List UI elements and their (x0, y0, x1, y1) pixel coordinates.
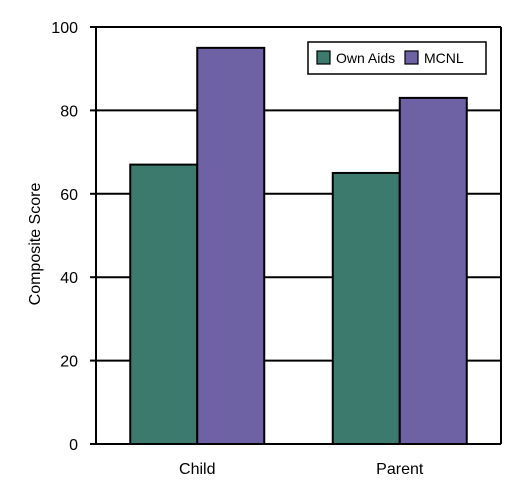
y-tick-label: 80 (60, 103, 78, 120)
legend-swatch (316, 50, 331, 65)
x-category-label: Parent (376, 461, 424, 478)
y-tick-label: 100 (51, 20, 78, 37)
legend: Own Aids MCNL (307, 41, 487, 75)
bar-own-aids-parent (331, 171, 401, 445)
y-tick-labels: 0 20 40 60 80 100 (51, 20, 78, 454)
axes (90, 26, 502, 445)
y-tick-label: 20 (60, 354, 78, 371)
y-tick-label: 60 (60, 187, 78, 204)
legend-label: MCNL (424, 50, 464, 66)
y-axis-title: Composite Score (27, 183, 44, 306)
bar-mcnl-parent (398, 96, 468, 445)
legend-label: Own Aids (336, 50, 395, 66)
bar-own-aids-child (129, 163, 199, 446)
legend-swatch (404, 50, 419, 65)
bars (129, 46, 468, 446)
bar-mcnl-child (196, 46, 266, 445)
legend-box (307, 41, 487, 75)
y-tick-label: 40 (60, 270, 78, 287)
x-category-label: Child (179, 461, 215, 478)
x-category-labels: Child Parent (179, 461, 424, 478)
y-tick-label: 0 (69, 437, 78, 454)
